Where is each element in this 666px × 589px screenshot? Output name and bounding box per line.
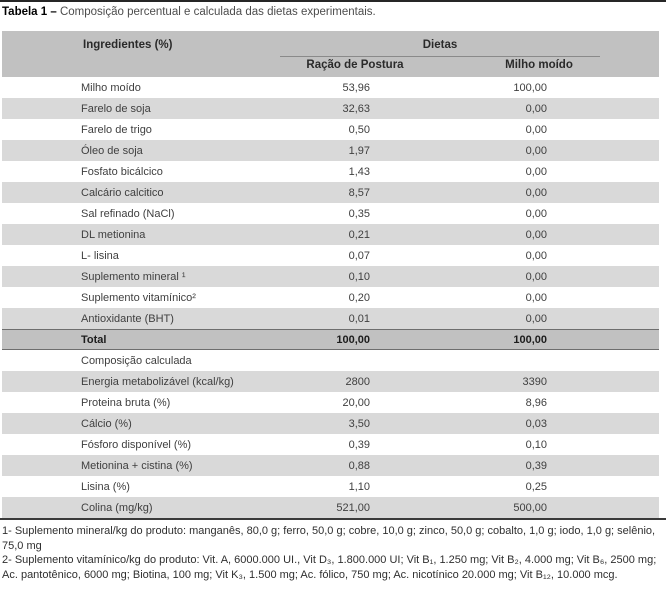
- value-racao-de-postura: 1,10: [348, 480, 370, 493]
- table-row: DL metionina 0,21 0,00: [2, 224, 659, 245]
- value-milho-moido: 0,00: [525, 123, 547, 136]
- value-milho-moido: 0,00: [525, 228, 547, 241]
- row-label: Fosfato bicálcico: [81, 165, 163, 178]
- table-row: Suplemento mineral ¹ 0,10 0,00: [2, 266, 659, 287]
- value-milho-moido: 0,00: [525, 165, 547, 178]
- table-row: Lisina (%) 1,10 0,25: [2, 476, 659, 497]
- table-row: Farelo de trigo 0,50 0,00: [2, 119, 659, 140]
- row-label: Suplemento mineral ¹: [81, 270, 186, 283]
- footnotes: 1- Suplemento mineral/kg do produto: man…: [2, 524, 663, 582]
- table-row: Óleo de soja 1,97 0,00: [2, 140, 659, 161]
- row-label: Sal refinado (NaCl): [81, 207, 175, 220]
- column-header-milho-moido: Milho moído: [505, 59, 573, 71]
- value-racao-de-postura: 0,35: [348, 207, 370, 220]
- diets-group-header: Dietas: [422, 39, 458, 51]
- table-row: Suplemento vitamínico² 0,20 0,00: [2, 287, 659, 308]
- diets-group-underline: [280, 56, 600, 57]
- value-racao-de-postura: 0,20: [348, 291, 370, 304]
- value-milho-moido: 100,00: [513, 81, 547, 94]
- value-racao-de-postura: 20,00: [342, 396, 370, 409]
- value-milho-moido: 0,00: [525, 144, 547, 157]
- value-racao-de-postura: 0,88: [348, 459, 370, 472]
- row-label: Lisina (%): [81, 480, 130, 493]
- row-label: Proteina bruta (%): [81, 396, 171, 409]
- section-label: Composição calculada: [81, 354, 192, 367]
- ingredients-column-header: Ingredientes (%): [83, 39, 173, 51]
- value-racao-de-postura: 32,63: [342, 102, 370, 115]
- row-label: DL metionina: [81, 228, 146, 241]
- footnote-vitamin-supplement: 2- Suplemento vitamínico/kg do produto: …: [2, 554, 657, 581]
- row-label: Antioxidante (BHT): [81, 312, 174, 325]
- row-label: Farelo de soja: [81, 102, 151, 115]
- value-milho-moido: 500,00: [513, 501, 547, 514]
- value-milho-moido: 0,39: [525, 459, 547, 472]
- row-label: Cálcio (%): [81, 417, 132, 430]
- value-milho-moido: 0,25: [525, 480, 547, 493]
- table-row: Cálcio (%) 3,50 0,03: [2, 413, 659, 434]
- value-racao-de-postura: 3,50: [348, 417, 370, 430]
- row-label: Farelo de trigo: [81, 123, 152, 136]
- table-row: Colina (mg/kg) 521,00 500,00: [2, 497, 659, 518]
- table-caption-text: Composição percentual e calculada das di…: [56, 6, 376, 18]
- value-racao-de-postura: 0,10: [348, 270, 370, 283]
- row-label: Fósforo disponível (%): [81, 438, 192, 451]
- table-row-total: Total 100,00 100,00: [2, 329, 659, 350]
- table-row: Fósforo disponível (%) 0,39 0,10: [2, 434, 659, 455]
- row-label: L- lisina: [81, 249, 119, 262]
- value-milho-moido: 100,00: [513, 333, 547, 346]
- value-milho-moido: 0,00: [525, 186, 547, 199]
- table-body: Milho moído 53,96 100,00 Farelo de soja 32,6…: [2, 77, 659, 518]
- value-milho-moido: 0,00: [525, 102, 547, 115]
- diet-composition-table: Ingredientes (%) Dietas Ração de Postura…: [2, 31, 659, 518]
- value-milho-moido: 0,00: [525, 249, 547, 262]
- column-header-racao-de-postura: Ração de Postura: [306, 59, 404, 71]
- value-milho-moido: 0,00: [525, 312, 547, 325]
- value-racao-de-postura: 521,00: [336, 501, 370, 514]
- table-row: Proteina bruta (%) 20,00 8,96: [2, 392, 659, 413]
- value-racao-de-postura: 100,00: [336, 333, 370, 346]
- row-label: Calcário calcitico: [81, 186, 164, 199]
- table-header: Ingredientes (%) Dietas Ração de Postura…: [2, 31, 659, 77]
- value-racao-de-postura: 1,43: [348, 165, 370, 178]
- row-label: Colina (mg/kg): [81, 501, 153, 514]
- table-row: Milho moído 53,96 100,00: [2, 77, 659, 98]
- value-milho-moido: 0,00: [525, 291, 547, 304]
- table-row: Calcário calcitico 8,57 0,00: [2, 182, 659, 203]
- value-racao-de-postura: 0,21: [348, 228, 370, 241]
- section-row-composicao-calculada: Composição calculada: [2, 350, 659, 371]
- table-row: Sal refinado (NaCl) 0,35 0,00: [2, 203, 659, 224]
- value-milho-moido: 0,00: [525, 207, 547, 220]
- value-milho-moido: 0,03: [525, 417, 547, 430]
- value-milho-moido: 0,10: [525, 438, 547, 451]
- row-label: Metionina + cistina (%): [81, 459, 193, 472]
- table-row: Fosfato bicálcico 1,43 0,00: [2, 161, 659, 182]
- value-racao-de-postura: 0,01: [348, 312, 370, 325]
- footnote-rule: [0, 518, 666, 520]
- table-row: Energia metabolizável (kcal/kg) 2800 3390: [2, 371, 659, 392]
- table-row: Antioxidante (BHT) 0,01 0,00: [2, 308, 659, 329]
- value-racao-de-postura: 0,07: [348, 249, 370, 262]
- value-milho-moido: 0,00: [525, 270, 547, 283]
- value-racao-de-postura: 8,57: [348, 186, 370, 199]
- value-milho-moido: 3390: [522, 375, 547, 388]
- value-racao-de-postura: 2800: [345, 375, 370, 388]
- table-caption-label: Tabela 1 –: [2, 6, 57, 18]
- value-racao-de-postura: 0,50: [348, 123, 370, 136]
- row-label: Óleo de soja: [81, 144, 143, 157]
- footnote-mineral-supplement: 1- Suplemento mineral/kg do produto: man…: [2, 525, 656, 552]
- value-milho-moido: 8,96: [525, 396, 547, 409]
- row-label: Suplemento vitamínico²: [81, 291, 196, 304]
- top-rule: [0, 0, 666, 2]
- row-label: Total: [81, 333, 107, 346]
- table-row: Metionina + cistina (%) 0,88 0,39: [2, 455, 659, 476]
- value-racao-de-postura: 0,39: [348, 438, 370, 451]
- value-racao-de-postura: 1,97: [348, 144, 370, 157]
- table-row: Farelo de soja 32,63 0,00: [2, 98, 659, 119]
- table-caption: Tabela 1 – Composição percentual e calcu…: [2, 6, 376, 18]
- table-row: L- lisina 0,07 0,00: [2, 245, 659, 266]
- row-label: Milho moído: [81, 81, 141, 94]
- row-label: Energia metabolizável (kcal/kg): [81, 375, 234, 388]
- value-racao-de-postura: 53,96: [342, 81, 370, 94]
